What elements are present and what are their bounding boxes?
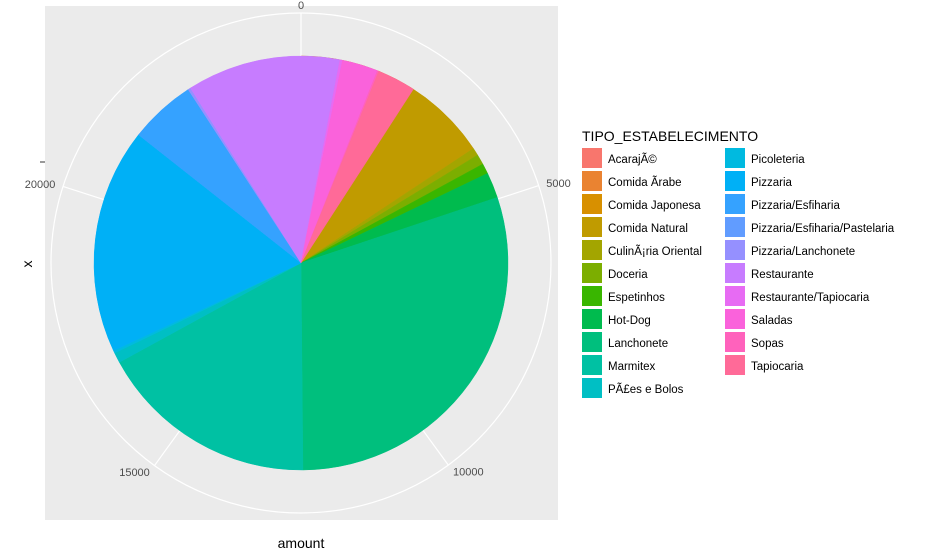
legend-key — [725, 332, 745, 352]
legend-label: Comida Ãrabe — [608, 176, 682, 189]
legend-label: Restaurante — [751, 269, 814, 281]
legend-label: Pizzaria — [751, 177, 793, 189]
pie-slice — [212, 55, 341, 264]
pie-slice — [300, 70, 414, 264]
legend-label: Pizzaria/Esfiharia/Pastelaria — [751, 223, 895, 235]
legend-key — [582, 217, 602, 237]
legend-key — [582, 355, 602, 375]
pie-slices — [93, 55, 509, 471]
legend-label: CulinÃ¡ria Oriental — [608, 245, 702, 258]
legend-label: Pizzaria/Esfiharia — [751, 200, 840, 212]
legend-label: Saladas — [751, 315, 793, 327]
angular-tick-label: 5000 — [546, 178, 570, 190]
legend-label: Doceria — [608, 269, 648, 281]
legend-label: Marmitex — [608, 361, 656, 373]
x-axis-title: amount — [278, 535, 325, 551]
legend-key — [582, 332, 602, 352]
angular-tick-label: 20000 — [25, 179, 56, 191]
legend-key — [725, 355, 745, 375]
pie-slice — [300, 197, 509, 471]
legend-label: Pizzaria/Lanchonete — [751, 246, 855, 258]
legend-label: Restaurante/Tapiocaria — [751, 292, 870, 304]
legend-key — [582, 378, 602, 398]
legend-key — [582, 240, 602, 260]
legend-key — [582, 171, 602, 191]
angular-tick-label: 15000 — [119, 467, 150, 479]
legend-label: AcarajÃ© — [608, 153, 657, 166]
legend-key — [725, 148, 745, 168]
legend-key — [725, 309, 745, 329]
pie-slice — [93, 134, 302, 352]
legend-key — [725, 217, 745, 237]
legend-label: Picoleteria — [751, 154, 805, 166]
legend-label: Lanchonete — [608, 338, 668, 350]
legend-label: Espetinhos — [608, 292, 665, 304]
legend-key — [582, 148, 602, 168]
legend-label: Sopas — [751, 338, 784, 350]
angular-tick-label: 10000 — [453, 467, 484, 479]
legend-label: Hot-Dog — [608, 315, 651, 327]
y-axis-title: x — [19, 261, 35, 268]
legend-key — [582, 263, 602, 283]
legend-key — [725, 194, 745, 214]
legend: AcarajÃ© Comida Ãrabe Comida Japonesa Comid… — [582, 148, 895, 398]
legend-key — [725, 240, 745, 260]
pie-slice — [119, 262, 304, 471]
legend-label: Comida Japonesa — [608, 200, 701, 212]
angular-tick-label: 0 — [298, 0, 304, 12]
legend-title: TIPO_ESTABELECIMENTO — [582, 128, 758, 144]
legend-key — [725, 263, 745, 283]
legend-key — [725, 286, 745, 306]
legend-key — [725, 171, 745, 191]
legend-key — [582, 309, 602, 329]
legend-key — [582, 194, 602, 214]
legend-label: Comida Natural — [608, 223, 688, 235]
legend-label: PÃ£es e Bolos — [608, 383, 684, 396]
legend-label: Tapiocaria — [751, 361, 804, 373]
legend-key — [582, 286, 602, 306]
angular-tick-labels: 0 5000 10000 15000 20000 — [25, 0, 571, 479]
